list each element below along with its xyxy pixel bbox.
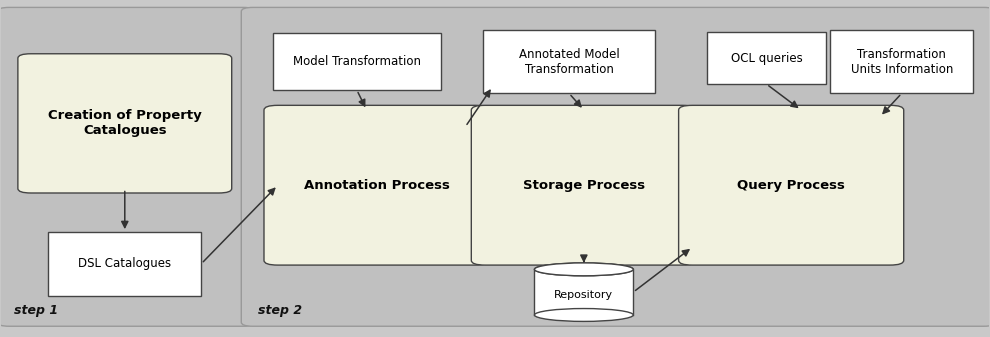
Ellipse shape <box>535 309 634 321</box>
Text: Repository: Repository <box>554 290 614 300</box>
Bar <box>535 269 634 315</box>
Text: step 1: step 1 <box>14 304 58 317</box>
FancyBboxPatch shape <box>471 105 696 265</box>
Text: Annotated Model
Transformation: Annotated Model Transformation <box>519 48 620 75</box>
Text: OCL queries: OCL queries <box>731 52 802 65</box>
Text: Model Transformation: Model Transformation <box>293 55 421 68</box>
FancyBboxPatch shape <box>264 105 489 265</box>
Text: Transformation
Units Information: Transformation Units Information <box>850 48 953 75</box>
Bar <box>707 32 826 84</box>
Bar <box>273 33 441 90</box>
Ellipse shape <box>535 263 634 276</box>
FancyBboxPatch shape <box>18 54 232 193</box>
Text: step 2: step 2 <box>258 304 302 317</box>
Text: Storage Process: Storage Process <box>523 179 644 192</box>
Text: Creation of Property
Catalogues: Creation of Property Catalogues <box>48 110 202 137</box>
Bar <box>483 30 655 93</box>
FancyBboxPatch shape <box>242 7 990 326</box>
Ellipse shape <box>535 263 634 276</box>
FancyBboxPatch shape <box>678 105 904 265</box>
Bar <box>831 30 973 93</box>
FancyBboxPatch shape <box>0 7 255 326</box>
Text: DSL Catalogues: DSL Catalogues <box>78 257 171 270</box>
Bar <box>49 232 201 296</box>
Text: Query Process: Query Process <box>738 179 845 192</box>
Text: Annotation Process: Annotation Process <box>304 179 449 192</box>
